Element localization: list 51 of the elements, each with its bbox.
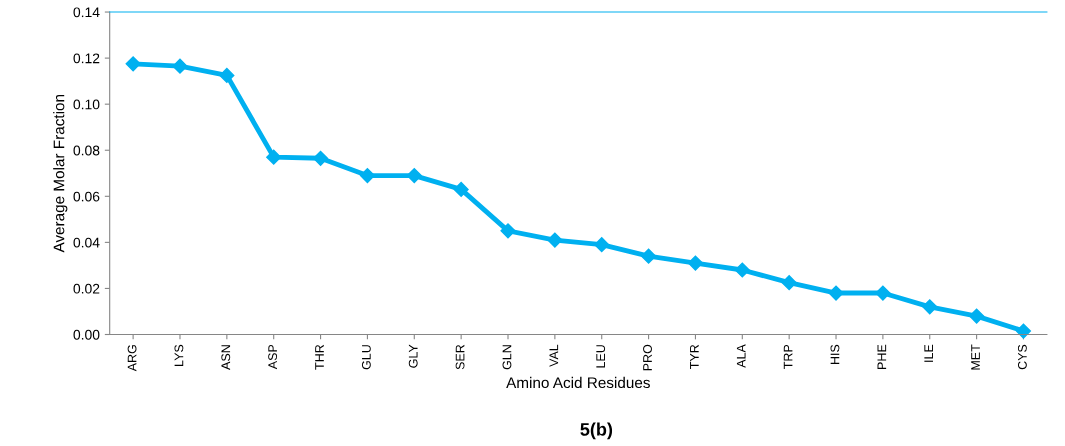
point bbox=[172, 58, 188, 74]
point bbox=[734, 262, 750, 278]
x-tick-label: ILE bbox=[924, 344, 933, 362]
x-tick-label: LYS bbox=[174, 344, 184, 366]
x-tick-label: VAL bbox=[549, 344, 559, 367]
y-tick-label: 0.02 bbox=[73, 283, 100, 294]
point bbox=[922, 299, 938, 315]
x-tick-label: PHE bbox=[877, 344, 887, 369]
point bbox=[547, 232, 563, 248]
point bbox=[125, 56, 141, 72]
point bbox=[406, 168, 422, 184]
point bbox=[453, 181, 469, 197]
text: 5(b) bbox=[580, 422, 613, 440]
y-tick-label: 0.06 bbox=[73, 191, 100, 202]
x-tick-label: PRO bbox=[643, 344, 652, 371]
x-axis-title: Amino Acid Residues bbox=[506, 376, 650, 389]
x-tick-label: GLU bbox=[361, 345, 371, 370]
point bbox=[875, 285, 891, 301]
point bbox=[500, 223, 516, 239]
x-tick-label: GLY bbox=[408, 344, 418, 368]
x-tick-label: CYS bbox=[1017, 344, 1027, 370]
y-tick-label: 0.14 bbox=[73, 7, 100, 18]
y-tick-label: 0.08 bbox=[73, 145, 100, 156]
point bbox=[781, 275, 797, 291]
y-axis-title: Average Molar Fraction bbox=[53, 95, 68, 253]
x-tick-label: GLN bbox=[502, 345, 512, 370]
point bbox=[359, 168, 375, 184]
x-tick-label: ALA bbox=[736, 344, 746, 368]
x-tick-label: SER bbox=[455, 344, 465, 370]
y-tick-label: 0.10 bbox=[73, 99, 100, 110]
y-tick-label: 0.04 bbox=[73, 237, 100, 248]
x-tick-label: MET bbox=[971, 344, 980, 370]
x-tick-label: TRP bbox=[783, 344, 793, 369]
point bbox=[594, 237, 610, 253]
x-tick-label: TYR bbox=[690, 344, 699, 369]
point bbox=[266, 149, 282, 165]
point bbox=[828, 285, 844, 301]
x-tick-label: THR bbox=[315, 344, 324, 370]
point bbox=[641, 248, 657, 264]
point bbox=[219, 67, 235, 83]
point bbox=[687, 255, 704, 271]
y-tick-label: 0.00 bbox=[73, 329, 100, 340]
x-tick-label: ASN bbox=[221, 345, 231, 370]
point bbox=[1015, 323, 1032, 339]
x-tick-label: LEU bbox=[596, 345, 606, 368]
point bbox=[312, 150, 329, 166]
x-tick-label: ASP bbox=[268, 344, 278, 370]
x-tick-label: HIS bbox=[830, 344, 840, 365]
point bbox=[969, 308, 985, 324]
y-tick-label: 0.12 bbox=[73, 53, 100, 64]
x-tick-label: ARG bbox=[127, 345, 137, 372]
